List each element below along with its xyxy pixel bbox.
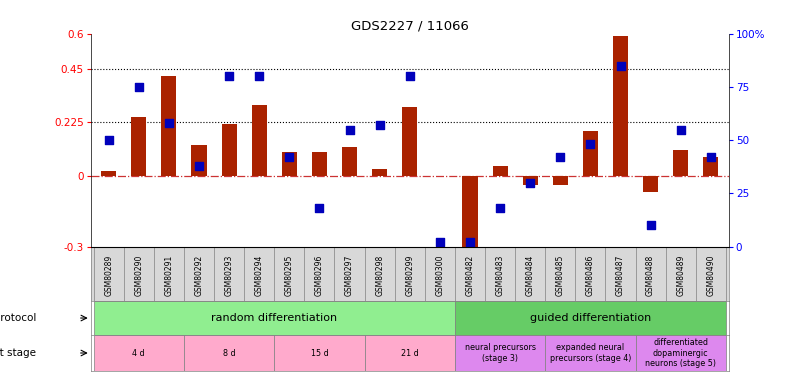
Point — [554, 154, 567, 160]
Bar — [522, 176, 537, 185]
Point — [645, 222, 657, 228]
Bar — [583, 131, 598, 176]
Text: GSM80289: GSM80289 — [104, 255, 113, 296]
Text: expanded neural
precursors (stage 4): expanded neural precursors (stage 4) — [550, 343, 631, 363]
Point — [162, 120, 175, 126]
Bar — [94, 335, 184, 371]
Text: guided differentiation: guided differentiation — [530, 313, 651, 323]
Bar — [552, 176, 568, 185]
Text: GSM80482: GSM80482 — [466, 255, 474, 296]
Bar — [101, 171, 116, 176]
Text: GSM80487: GSM80487 — [616, 255, 625, 296]
Text: growth protocol: growth protocol — [0, 313, 36, 323]
Bar — [274, 335, 365, 371]
Point — [403, 74, 416, 80]
Bar — [372, 168, 387, 176]
Point — [494, 205, 507, 211]
Text: differentiated
dopaminergic
neurons (stage 5): differentiated dopaminergic neurons (sta… — [645, 338, 716, 368]
Bar — [191, 145, 206, 176]
Point — [283, 154, 296, 160]
Text: 15 d: 15 d — [310, 348, 329, 357]
Text: GSM80299: GSM80299 — [405, 255, 414, 296]
Bar — [402, 107, 418, 176]
Bar — [162, 76, 177, 176]
Bar — [455, 335, 545, 371]
Point — [344, 126, 356, 132]
Bar — [463, 176, 478, 251]
Point — [524, 180, 537, 186]
Bar — [342, 147, 357, 176]
Bar — [221, 124, 236, 176]
Bar — [282, 152, 297, 176]
Text: random differentiation: random differentiation — [211, 313, 337, 323]
Bar — [643, 176, 658, 192]
Text: GSM80488: GSM80488 — [646, 255, 655, 296]
Text: 8 d: 8 d — [223, 348, 236, 357]
Text: development stage: development stage — [0, 348, 36, 358]
Bar — [673, 150, 688, 176]
Text: 4 d: 4 d — [132, 348, 145, 357]
Text: GSM80483: GSM80483 — [496, 255, 504, 296]
Point — [102, 137, 115, 143]
Bar — [132, 117, 147, 176]
Point — [223, 74, 236, 80]
Bar — [492, 166, 507, 176]
Point — [313, 205, 325, 211]
Point — [374, 122, 386, 128]
Bar — [636, 335, 726, 371]
Text: GSM80484: GSM80484 — [526, 255, 535, 296]
Point — [132, 84, 145, 90]
Point — [253, 74, 266, 80]
Text: neural precursors
(stage 3): neural precursors (stage 3) — [465, 343, 536, 363]
Text: GSM80292: GSM80292 — [195, 255, 203, 296]
Bar — [251, 105, 267, 176]
Text: GSM80298: GSM80298 — [375, 255, 385, 296]
Point — [463, 239, 476, 245]
Text: 21 d: 21 d — [401, 348, 418, 357]
Text: GSM80300: GSM80300 — [435, 255, 444, 296]
Title: GDS2227 / 11066: GDS2227 / 11066 — [351, 20, 469, 33]
Text: GSM80296: GSM80296 — [315, 255, 324, 296]
Bar — [312, 152, 327, 176]
Point — [704, 154, 717, 160]
Bar — [184, 335, 274, 371]
Bar — [704, 157, 719, 176]
Text: GSM80291: GSM80291 — [165, 255, 173, 296]
Text: GSM80489: GSM80489 — [676, 255, 686, 296]
Point — [433, 239, 446, 245]
Bar — [365, 335, 455, 371]
Text: GSM80294: GSM80294 — [255, 255, 264, 296]
Text: GSM80293: GSM80293 — [225, 255, 233, 296]
Text: GSM80486: GSM80486 — [586, 255, 595, 296]
Bar — [94, 302, 455, 335]
Bar — [545, 335, 636, 371]
Point — [614, 63, 626, 69]
Text: GSM80485: GSM80485 — [556, 255, 565, 296]
Text: GSM80490: GSM80490 — [706, 255, 716, 296]
Point — [584, 141, 597, 147]
Point — [193, 163, 206, 169]
Text: GSM80297: GSM80297 — [345, 255, 354, 296]
Text: GSM80290: GSM80290 — [134, 255, 143, 296]
Text: GSM80295: GSM80295 — [284, 255, 294, 296]
Point — [675, 126, 687, 132]
Bar — [455, 302, 726, 335]
Bar — [613, 36, 628, 176]
